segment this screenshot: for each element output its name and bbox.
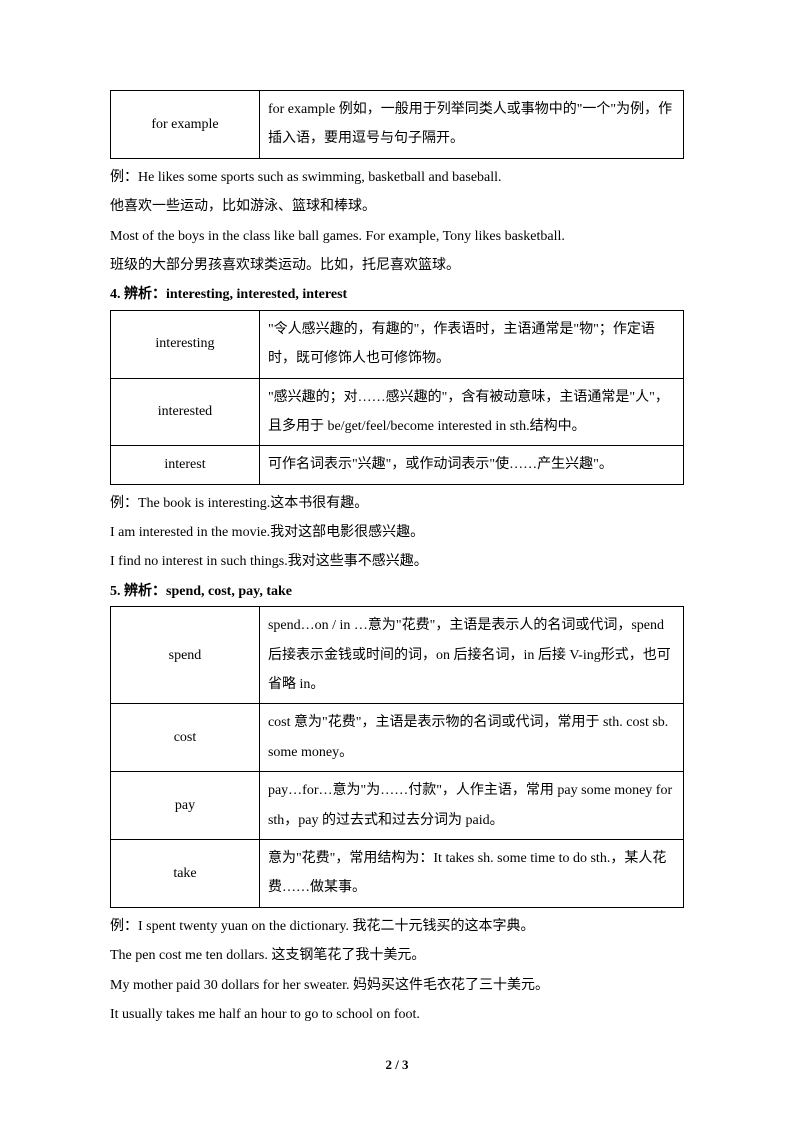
desc-cell: 意为"花费"，常用结构为：It takes sh. some time to d… — [259, 839, 683, 907]
desc-cell: "感兴趣的；对……感兴趣的"，含有被动意味，主语通常是"人"，且多用于 be/g… — [259, 378, 683, 446]
table-row: spend spend…on / in …意为"花费"，主语是表示人的名词或代词… — [111, 607, 684, 704]
term-cell: take — [111, 839, 260, 907]
table-spend: spend spend…on / in …意为"花费"，主语是表示人的名词或代词… — [110, 606, 684, 908]
table-row: interest 可作名词表示"兴趣"，或作动词表示"使……产生兴趣"。 — [111, 446, 684, 484]
example-line: 例：I spent twenty yuan on the dictionary.… — [110, 912, 684, 941]
desc-cell: pay…for…意为"为……付款"，人作主语，常用 pay some money… — [259, 772, 683, 840]
table-row: cost cost 意为"花费"，主语是表示物的名词或代词，常用于 sth. c… — [111, 704, 684, 772]
term-cell: interested — [111, 378, 260, 446]
example-line: 例：The book is interesting.这本书很有趣。 — [110, 489, 684, 518]
term-cell: interesting — [111, 310, 260, 378]
desc-cell: "令人感兴趣的，有趣的"，作表语时，主语通常是"物"；作定语时，既可修饰人也可修… — [259, 310, 683, 378]
example-line: The pen cost me ten dollars. 这支钢笔花了我十美元。 — [110, 941, 684, 970]
example-line: 他喜欢一些运动，比如游泳、篮球和棒球。 — [110, 192, 684, 221]
table-interesting: interesting "令人感兴趣的，有趣的"，作表语时，主语通常是"物"；作… — [110, 310, 684, 485]
example-line: My mother paid 30 dollars for her sweate… — [110, 971, 684, 1000]
term-cell: for example — [111, 91, 260, 159]
example-line: 班级的大部分男孩喜欢球类运动。比如，托尼喜欢篮球。 — [110, 251, 684, 280]
term-cell: spend — [111, 607, 260, 704]
example-line: I find no interest in such things.我对这些事不… — [110, 547, 684, 576]
table-row: for example for example 例如，一般用于列举同类人或事物中… — [111, 91, 684, 159]
example-line: I am interested in the movie.我对这部电影很感兴趣。 — [110, 518, 684, 547]
term-cell: interest — [111, 446, 260, 484]
desc-cell: spend…on / in …意为"花费"，主语是表示人的名词或代词，spend… — [259, 607, 683, 704]
example-line: Most of the boys in the class like ball … — [110, 222, 684, 251]
desc-cell: for example 例如，一般用于列举同类人或事物中的"一个"为例，作插入语… — [259, 91, 683, 159]
table-row: take 意为"花费"，常用结构为：It takes sh. some time… — [111, 839, 684, 907]
desc-cell: 可作名词表示"兴趣"，或作动词表示"使……产生兴趣"。 — [259, 446, 683, 484]
term-cell: cost — [111, 704, 260, 772]
term-cell: pay — [111, 772, 260, 840]
heading-5: 5. 辨析：spend, cost, pay, take — [110, 577, 684, 606]
table-row: interesting "令人感兴趣的，有趣的"，作表语时，主语通常是"物"；作… — [111, 310, 684, 378]
desc-cell: cost 意为"花费"，主语是表示物的名词或代词，常用于 sth. cost s… — [259, 704, 683, 772]
heading-4: 4. 辨析：interesting, interested, interest — [110, 280, 684, 309]
table-row: interested "感兴趣的；对……感兴趣的"，含有被动意味，主语通常是"人… — [111, 378, 684, 446]
page-footer: 2 / 3 — [0, 1051, 794, 1078]
table-row: pay pay…for…意为"为……付款"，人作主语，常用 pay some m… — [111, 772, 684, 840]
table-for-example: for example for example 例如，一般用于列举同类人或事物中… — [110, 90, 684, 159]
example-line: It usually takes me half an hour to go t… — [110, 1000, 684, 1029]
example-line: 例：He likes some sports such as swimming,… — [110, 163, 684, 192]
